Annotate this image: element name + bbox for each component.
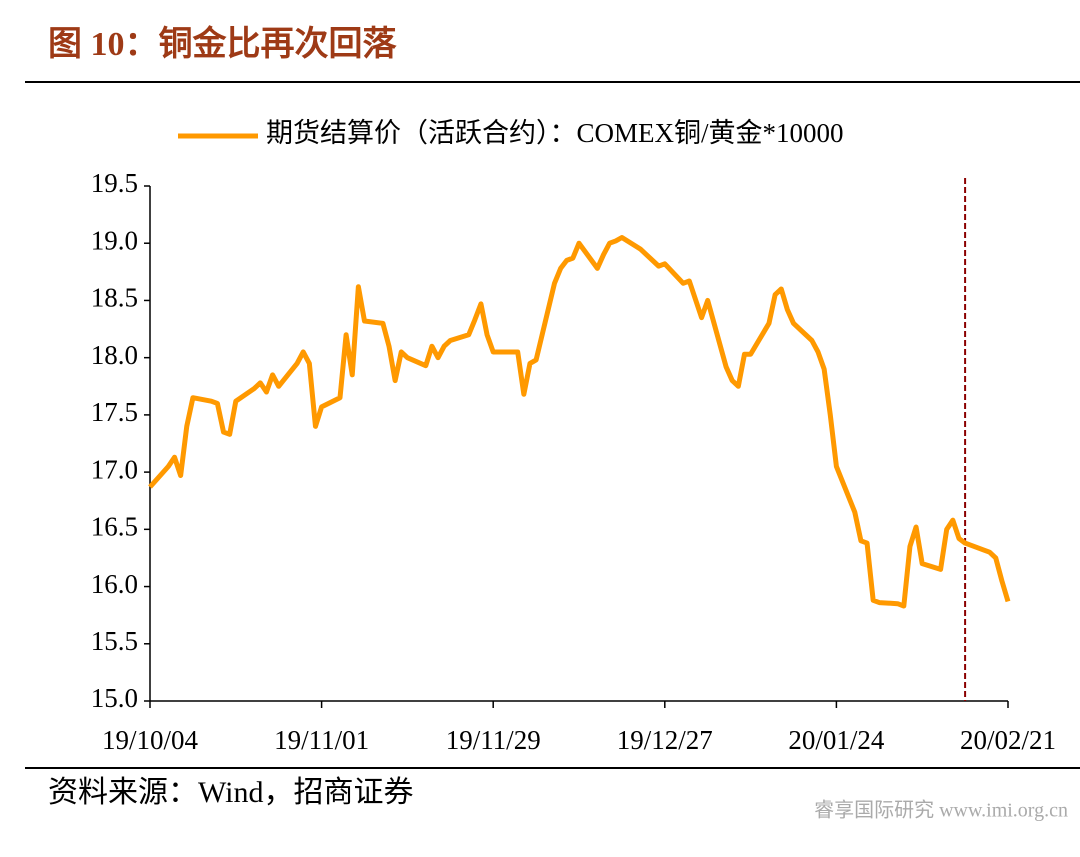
x-tick-label: 19/10/04 (102, 725, 199, 755)
y-tick-label: 17.5 (91, 397, 138, 427)
x-tick-label: 20/02/21 (960, 725, 1056, 755)
source-note: 资料来源：Wind，招商证券 (48, 776, 413, 809)
x-tick-label: 20/01/24 (788, 725, 885, 755)
y-tick-label: 17.0 (91, 454, 138, 484)
y-tick-label: 19.0 (91, 225, 138, 255)
x-tick-label: 19/11/29 (446, 725, 541, 755)
y-tick-label: 18.5 (91, 283, 138, 313)
y-tick-label: 18.0 (91, 340, 138, 370)
legend-label: 期货结算价（活跃合约）：COMEX铜/黄金*10000 (266, 118, 844, 148)
chart-title: 图 10：铜金比再次回落 (48, 24, 397, 63)
x-tick-label: 19/12/27 (617, 725, 713, 755)
y-tick-label: 16.0 (91, 569, 138, 599)
y-tick-label: 15.0 (91, 683, 138, 713)
y-tick-label: 16.5 (91, 512, 138, 542)
x-tick-label: 19/11/01 (274, 725, 369, 755)
y-tick-label: 15.5 (91, 626, 138, 656)
watermark: 睿享国际研究 www.imi.org.cn (814, 799, 1068, 822)
y-tick-label: 19.5 (91, 168, 138, 198)
series-line (148, 235, 1011, 609)
